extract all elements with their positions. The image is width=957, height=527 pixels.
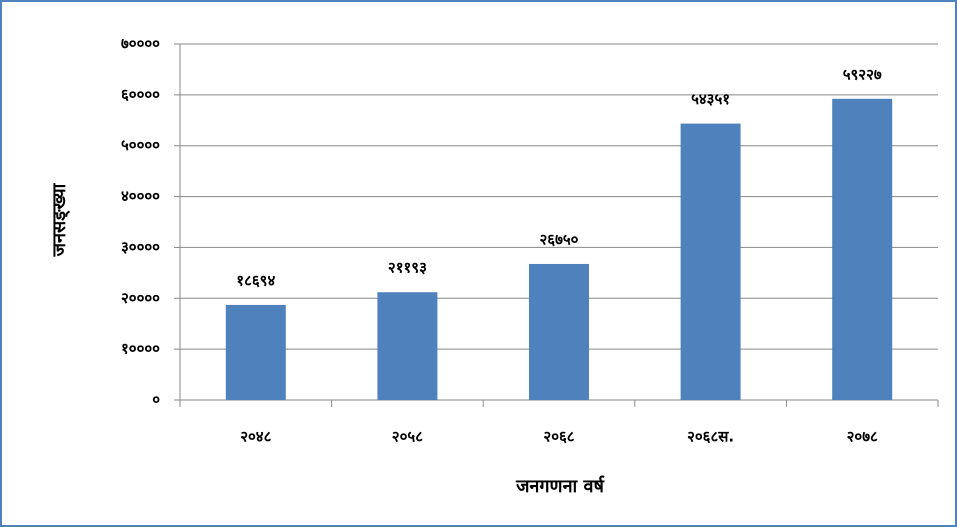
y-tick-label: ७०००० bbox=[121, 35, 160, 53]
x-tick-label: २०४८ bbox=[240, 428, 271, 446]
y-tick-label: ६०००० bbox=[121, 85, 160, 103]
bar bbox=[225, 304, 286, 400]
bar bbox=[377, 292, 438, 400]
bar bbox=[832, 98, 893, 401]
bar bbox=[680, 123, 741, 401]
y-tick-label: २०००० bbox=[121, 289, 160, 307]
data-label: १८६९४ bbox=[236, 271, 275, 289]
y-tick-label: ४०००० bbox=[121, 187, 160, 205]
x-tick-label: २०६८स. bbox=[687, 428, 734, 446]
y-tick-label: १०००० bbox=[121, 340, 160, 358]
bar bbox=[529, 263, 589, 400]
x-tick-label: २०५८ bbox=[392, 428, 423, 446]
data-label: ५४३५१ bbox=[691, 90, 730, 108]
y-tick-label: ० bbox=[152, 391, 160, 409]
x-tick-label: २०७८ bbox=[847, 428, 878, 446]
y-tick-label: ५०००० bbox=[121, 136, 160, 154]
x-tick-label: २०६८ bbox=[543, 428, 574, 446]
y-axis-title: जनसङ्ख्या bbox=[49, 182, 71, 257]
data-label: २६७५० bbox=[539, 230, 578, 248]
data-label: २११९३ bbox=[388, 259, 427, 277]
data-label: ५९२२७ bbox=[843, 65, 882, 83]
y-tick-label: ३०००० bbox=[121, 238, 160, 256]
x-axis-title: जनगणना वर्ष bbox=[515, 475, 605, 497]
